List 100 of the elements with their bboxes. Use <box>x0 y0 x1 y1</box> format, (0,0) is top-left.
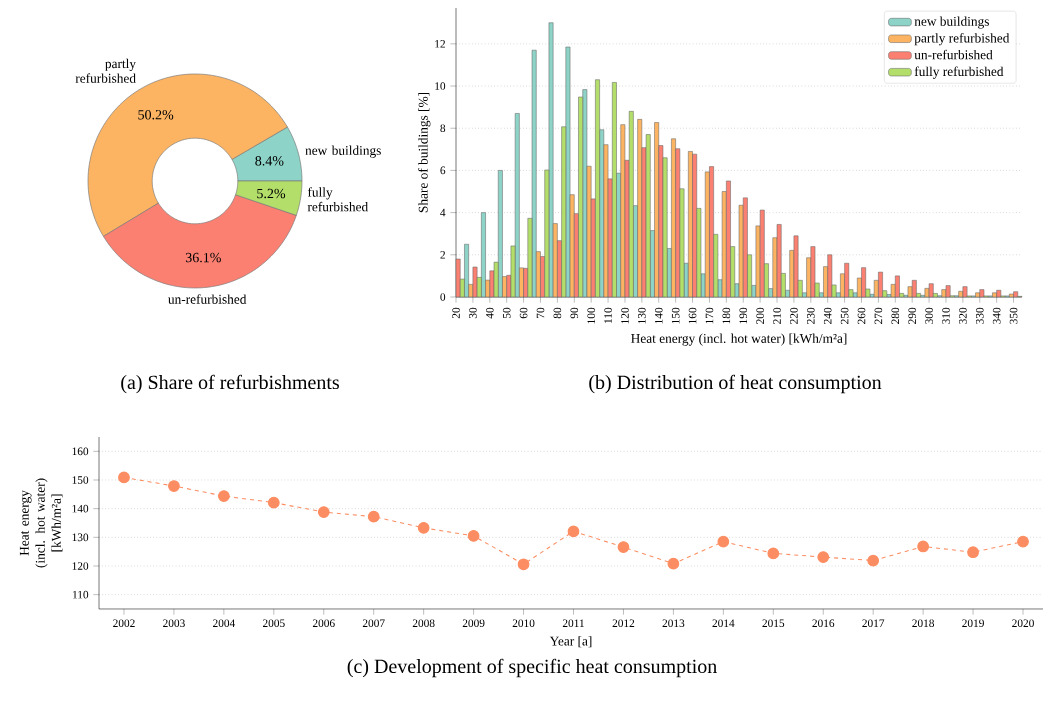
y-tick-label: 140 <box>72 504 89 513</box>
data-label: 50.2% <box>138 110 174 120</box>
y-tick-label: 6 <box>440 166 446 175</box>
bar <box>645 134 651 298</box>
bar <box>776 224 782 298</box>
x-tick-label: 220 <box>790 307 798 324</box>
point <box>967 546 979 559</box>
bar <box>464 243 469 298</box>
x-tick-label: 120 <box>621 307 629 324</box>
bar <box>827 254 833 298</box>
x-tick-label: 2002 <box>113 619 135 628</box>
point <box>867 554 880 567</box>
x-tick-label: 2008 <box>412 619 435 628</box>
x-tick-label: 160 <box>688 307 697 324</box>
x-tick-label: 110 <box>604 307 612 323</box>
bar <box>945 285 951 298</box>
point <box>317 506 330 518</box>
bar <box>793 235 799 298</box>
bar <box>996 289 1002 298</box>
y-tick-label: 10 <box>435 82 446 90</box>
y-tick-label: 2 <box>440 251 445 259</box>
bar <box>620 124 626 298</box>
bar <box>531 49 537 298</box>
x-tick-label: 2006 <box>312 619 335 628</box>
x-tick-label: 340 <box>992 307 1001 324</box>
x-tick-label: 2004 <box>213 619 236 628</box>
slice-label: new buildings <box>305 145 381 158</box>
x-tick-label: 270 <box>874 307 883 324</box>
x-tick-label: 40 <box>485 307 494 319</box>
x-tick-label: 300 <box>925 307 933 324</box>
bar <box>1009 293 1014 298</box>
bar <box>975 292 981 298</box>
x-tick-label: 90 <box>570 307 579 319</box>
x-tick-label: 280 <box>891 307 900 324</box>
x-tick-label: 190 <box>739 307 748 324</box>
point <box>218 490 230 502</box>
x-tick-label: 2014 <box>712 619 735 628</box>
text: (a) Share of refurbishments <box>121 374 339 394</box>
y-tick-label: 120 <box>72 562 89 570</box>
bar <box>1013 291 1019 298</box>
slice-label: fully refurbished <box>307 187 369 212</box>
bar <box>979 289 985 298</box>
point <box>717 535 730 548</box>
x-tick-label: 2016 <box>812 619 835 628</box>
x-tick-label: 2012 <box>612 619 635 628</box>
text: (c) Development of specific heat consumption <box>347 658 717 678</box>
slice-label: partly refurbished <box>75 58 136 83</box>
data-label: 36.1% <box>185 252 221 263</box>
x-tick-label: 330 <box>975 307 984 324</box>
legend-label: new buildings <box>914 16 989 29</box>
data-label: 5.2% <box>257 188 286 199</box>
bar <box>810 246 816 298</box>
y-tick-label: 110 <box>73 590 89 599</box>
y-axis-title: Share of buildings [%] <box>418 92 431 213</box>
x-tick-label: 140 <box>654 307 663 324</box>
point <box>767 547 780 560</box>
x-tick-label: 60 <box>519 307 528 319</box>
bar <box>628 111 634 298</box>
x-tick-label: 260 <box>857 307 866 324</box>
x-tick-label: 2015 <box>762 619 785 628</box>
data-label: 8.4% <box>255 156 284 166</box>
bar <box>497 170 503 298</box>
legend-label: partly refurbished <box>914 33 1010 46</box>
x-tick-label: 130 <box>638 307 646 324</box>
point <box>267 496 280 509</box>
x-tick-label: 320 <box>959 307 967 324</box>
bar <box>911 280 917 298</box>
point <box>517 558 530 571</box>
bar <box>637 119 643 298</box>
x-tick-label: 180 <box>722 307 731 324</box>
x-tick-label: 210 <box>773 307 781 324</box>
x-tick-label: 2020 <box>1012 619 1034 628</box>
bar <box>742 197 748 298</box>
x-axis-title: Heat energy (incl. hot water) [kWh/m²a] <box>631 333 847 346</box>
point <box>567 525 580 538</box>
point <box>168 480 180 492</box>
y-tick-label: 0 <box>440 293 446 301</box>
x-tick-label: 150 <box>671 307 680 324</box>
x-tick-label: 100 <box>587 307 595 324</box>
bar <box>455 258 461 298</box>
x-tick-label: 250 <box>840 307 849 324</box>
x-tick-label: 2013 <box>662 619 685 628</box>
x-tick-label: 2010 <box>512 619 535 628</box>
bar <box>692 153 698 298</box>
bar <box>962 286 968 298</box>
x-tick-label: 2019 <box>962 619 984 628</box>
bar <box>928 283 934 298</box>
point <box>667 557 680 570</box>
y-tick-label: 4 <box>440 208 446 217</box>
point <box>118 471 130 484</box>
bar <box>844 262 850 298</box>
x-tick-label: 2005 <box>262 619 285 628</box>
legend-label: un-refurbished <box>914 49 993 60</box>
y-axis-title: Heat energy (incl. hot water) [kWh/m²a] <box>19 478 63 568</box>
x-tick-label: 230 <box>807 307 815 324</box>
x-tick-label: 2018 <box>912 619 935 628</box>
point <box>817 551 830 563</box>
point <box>1017 535 1029 548</box>
x-tick-label: 30 <box>469 307 477 319</box>
x-tick-label: 290 <box>908 307 916 324</box>
